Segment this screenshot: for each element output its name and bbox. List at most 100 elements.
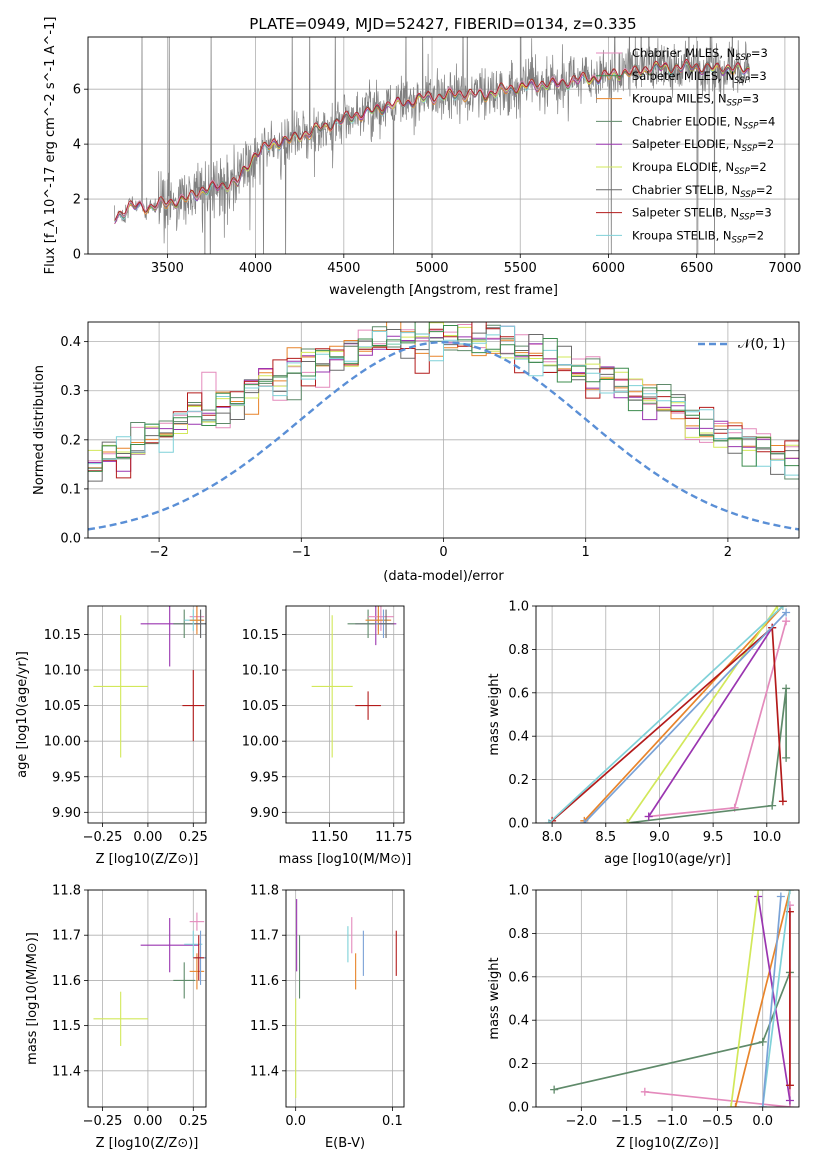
weight_vs_age-ytick-label: 0.4 <box>508 730 529 745</box>
spectrum-ytick-label: 2 <box>73 193 81 208</box>
mass_vs_ebv-xlabel: E(B-V) <box>325 1136 365 1151</box>
spectrum-plot-area <box>88 37 799 254</box>
mass_vs_Z-panel: −0.25 0.00 0.25 11.4 11.5 11.6 11.7 11.8 Z [log1… <box>25 884 208 1152</box>
weight_vs_Z-frame <box>535 889 800 1108</box>
age_vs_Z-xtick-label: 0.00 <box>133 830 162 845</box>
spectrum-legend-label: Salpeter STELIB, NSSP=3 <box>632 206 772 223</box>
age_vs_Z-xtick-label: 0.25 <box>179 830 208 845</box>
weight_vs_Z-xtick-label: −2.0 <box>566 1114 598 1129</box>
spectrum-xtick-label: 4000 <box>239 261 272 276</box>
weight_vs_age-series-marker <box>782 753 791 762</box>
age_vs_mass-ytick-label: 10.15 <box>242 628 279 643</box>
spectrum-legend-label: Chabrier ELODIE, NSSP=4 <box>632 114 775 131</box>
age_vs_mass-ytick-label: 9.90 <box>250 806 279 821</box>
spectrum-legend-label: Salpeter ELODIE, NSSP=2 <box>632 137 774 154</box>
age_vs_Z-frame <box>87 605 207 824</box>
normal-distribution-curve <box>88 340 799 531</box>
weight_vs_Z-xtick-label: −1.0 <box>656 1114 688 1129</box>
spectrum-panel: 3500 4000 4500 5000 5500 6000 6500 7000 0 2 4 6 wave… <box>43 17 801 298</box>
age_vs_Z-ytick-label: 10.15 <box>44 628 81 643</box>
spectrum-xtick-label: 6000 <box>592 261 625 276</box>
weight_vs_age-panel: 8.0 8.5 9.0 9.5 10.0 0.0 0.2 0.4 0.6 0.8 1.0 age [l… <box>487 600 800 867</box>
residuals-xlabel: (data-model)/error <box>383 569 504 584</box>
weight_vs_Z-series-marker <box>726 1103 735 1107</box>
spectrum-xtick-label: 7000 <box>768 261 801 276</box>
mass_vs_Z-ytick-label: 11.7 <box>52 929 81 944</box>
weight_vs_age-series-marker <box>623 819 632 823</box>
mass_vs_Z-ytick-label: 11.6 <box>52 974 81 989</box>
weight_vs_Z-series-marker <box>785 1081 794 1090</box>
weight_vs_age-ytick-label: 1.0 <box>508 600 529 615</box>
weight_vs_Z-series-line <box>761 896 782 1107</box>
weight_vs_Z-series-line <box>730 890 760 1107</box>
weight_vs_age-series-marker <box>782 608 791 617</box>
residuals-ytick-label: 0.1 <box>60 482 81 497</box>
mass_vs_ebv-ytick-label: 11.6 <box>250 974 279 989</box>
spectrum-xtick-label: 4500 <box>327 261 360 276</box>
age_vs_mass-xtick-label: 11.50 <box>311 830 348 845</box>
age_vs_mass-ytick-label: 9.95 <box>250 770 279 785</box>
residuals-xtick-label: 0 <box>439 545 447 560</box>
spectrum-xtick-label: 3500 <box>151 261 184 276</box>
weight_vs_Z-series-marker <box>776 892 785 901</box>
age_vs_Z-xtick-label: −0.25 <box>83 830 123 845</box>
age_vs_Z-ytick-label: 9.90 <box>52 806 81 821</box>
weight_vs_age-ytick-label: 0.0 <box>508 817 529 832</box>
weight_vs_age-frame <box>535 605 800 824</box>
mass_vs_Z-frame <box>87 889 207 1108</box>
weight_vs_age-xtick-label: 9.0 <box>649 830 670 845</box>
weight_vs_Z-series-line <box>734 890 791 1107</box>
spectrum-xlabel: wavelength [Angstrom, rest frame] <box>329 283 558 298</box>
weight_vs_age-series-line <box>583 606 784 822</box>
weight_vs_age-series-line <box>626 606 779 823</box>
mass_vs_Z-ytick-label: 11.4 <box>52 1064 81 1079</box>
residual-histogram-line <box>88 325 799 476</box>
mass_vs_Z-ylabel: mass [log10(M/M⊙)] <box>25 932 40 1065</box>
weight_vs_Z-series-marker <box>758 1037 767 1046</box>
spectrum-frame <box>87 36 800 255</box>
spectrum-legend-label: Chabrier MILES, NSSP=3 <box>632 46 768 63</box>
weight_vs_Z-series-marker <box>640 1087 649 1096</box>
weight_vs_age-plot-area <box>536 606 799 823</box>
spectrum-xtick-label: 5500 <box>504 261 537 276</box>
residuals-frame <box>87 321 800 539</box>
residual-histogram-line <box>88 322 799 479</box>
age_vs_mass-plot-area <box>286 606 404 823</box>
weight_vs_age-series-line <box>583 611 787 823</box>
weight_vs_Z-ytick-label: 1.0 <box>508 884 529 899</box>
weight_vs_age-series-line <box>551 625 784 822</box>
age_vs_mass-xtick-label: 11.75 <box>375 830 412 845</box>
residuals-xtick-label: −1 <box>292 545 311 560</box>
residuals-xtick-label: 2 <box>724 545 732 560</box>
weight_vs_age-series-marker <box>644 812 653 821</box>
weight_vs_Z-ylabel: mass weight <box>487 957 502 1039</box>
age_vs_mass-ytick-label: 10.00 <box>242 735 279 750</box>
mass_vs_Z-ytick-label: 11.5 <box>52 1019 81 1034</box>
age_vs_Z-ytick-label: 9.95 <box>52 770 81 785</box>
weight_vs_age-ytick-label: 0.8 <box>508 643 529 658</box>
weight_vs_age-xtick-label: 9.5 <box>703 830 724 845</box>
weight_vs_Z-series-marker <box>550 1085 559 1094</box>
weight_vs_Z-xtick-label: −0.5 <box>702 1114 734 1129</box>
age_vs_Z-ylabel: age [log10(age/yr)] <box>15 651 30 778</box>
age_vs_Z-plot-area <box>88 606 206 823</box>
weight_vs_age-series-marker <box>778 606 787 610</box>
spectrum-ytick-label: 0 <box>73 248 81 263</box>
age_vs_Z-xlabel: Z [log10(Z/Z⊙)] <box>96 852 199 867</box>
weight_vs_age-xlabel: age [log10(age/yr)] <box>604 852 731 867</box>
residuals-xtick-label: −2 <box>150 545 169 560</box>
weight_vs_age-series-marker <box>782 684 791 693</box>
spectrum-legend: Chabrier MILES, NSSP=3 Salpeter MILES, NS… <box>596 46 775 245</box>
age_vs_Z-ytick-label: 10.10 <box>44 664 81 679</box>
weight_vs_Z-xtick-label: −1.5 <box>611 1114 643 1129</box>
mass_vs_Z-xlabel: Z [log10(Z/Z⊙)] <box>96 1136 199 1151</box>
weight_vs_age-ytick-label: 0.2 <box>508 773 529 788</box>
spectrum-legend-label: Salpeter MILES, NSSP=3 <box>632 69 767 86</box>
weight_vs_Z-series-line <box>761 890 791 1107</box>
mass_vs_ebv-xtick-label: 0.0 <box>285 1114 306 1129</box>
mass_vs_Z-xtick-label: 0.00 <box>133 1114 162 1129</box>
weight_vs_Z-ytick-label: 0.0 <box>508 1101 529 1116</box>
residuals-ylabel: Normed distribution <box>32 365 47 495</box>
residuals-legend: 𝒩(0, 1) <box>698 337 785 352</box>
